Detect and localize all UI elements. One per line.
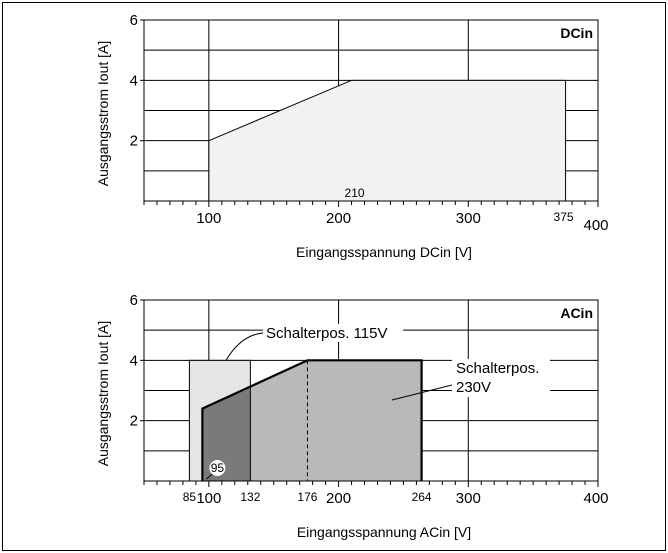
- ac-x-tick-label: 100: [196, 490, 221, 507]
- dc-plot-frame: [143, 19, 599, 202]
- dc-y-tick-label: 6: [130, 12, 138, 29]
- ac-callout-230-label: 230V: [456, 379, 491, 396]
- ac-callout-230-leader: [391, 384, 453, 401]
- dc-x-tick-label: 300: [456, 210, 481, 227]
- ac-callout-230-label: Schalterpos.: [456, 360, 539, 377]
- dc-y-tick-label: 4: [130, 72, 138, 89]
- dc-y-axis-title: Ausgangsstrom Iout [A]: [95, 41, 111, 187]
- ac-callout-230-background: [452, 359, 550, 397]
- ac-annotation-176: 176: [297, 490, 317, 504]
- dc-minor-ticks: [140, 19, 599, 207]
- ac-annotation-95-marker: [209, 460, 226, 476]
- ac-callout-115-label: Schalterpos. 115V: [266, 325, 387, 342]
- ac-region-overlap: [202, 386, 251, 481]
- ac-panel-tag: ACin: [560, 305, 593, 321]
- ac-x-tick-label: 300: [456, 490, 481, 507]
- ac-plot-frame: [143, 299, 599, 482]
- ac-region-230v: [202, 360, 422, 481]
- ac-minor-ticks: [140, 299, 599, 487]
- ac-annotation-132: 132: [240, 490, 260, 504]
- ac-annotation-95: 95: [211, 461, 225, 475]
- ac-region-115v-boundary: [188, 359, 251, 481]
- dc-y-tick-label: 2: [130, 133, 138, 150]
- dc-x-axis-title: Eingangsspannung DCin [V]: [296, 244, 472, 260]
- dc-panel-tag: DCin: [560, 25, 593, 41]
- ac-y-tick-label: 4: [130, 352, 138, 369]
- dc-region-boundary: [208, 79, 567, 201]
- ac-x-tick-label: 400: [583, 490, 608, 507]
- ac-y-tick-label: 6: [130, 292, 138, 309]
- ac-y-tick-label: 2: [130, 413, 138, 430]
- dc-x-tick-label: 400: [583, 217, 608, 234]
- ac-y-axis-title: Ausgangsstrom Iout [A]: [95, 321, 111, 467]
- dc-x-tick-label: 200: [326, 210, 351, 227]
- dc-annotation-210: 210: [345, 186, 365, 200]
- dc-operating-region: [208, 80, 566, 201]
- ac-x-tick-label: 200: [326, 490, 351, 507]
- ac-callout-115-background: [263, 324, 403, 342]
- ac-chart: Schalterpos. 115V Schalterpos. 230V 95 8…: [95, 292, 609, 540]
- ac-x-axis-title: Eingangsspannung ACin [V]: [297, 524, 471, 540]
- ac-callout-115-leader: [225, 332, 264, 361]
- dc-x-tick-label: 100: [196, 210, 221, 227]
- ac-annotation-95-leader: [206, 473, 213, 480]
- ac-annotation-264: 264: [412, 490, 432, 504]
- dc-annotation-375: 375: [554, 210, 574, 224]
- dc-chart: 2 4 6 100 200 300 400 210 375 DCin Einga…: [95, 12, 609, 260]
- ac-annotation-85: 85: [183, 490, 197, 504]
